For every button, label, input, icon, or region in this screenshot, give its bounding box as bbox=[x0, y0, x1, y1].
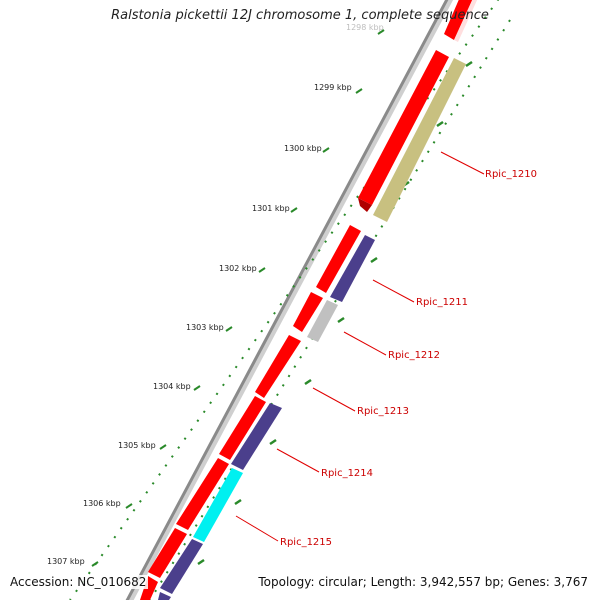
scale-tick: 1299 kbp bbox=[314, 83, 363, 94]
gene-arrow-reverse[interactable] bbox=[160, 539, 203, 594]
tick-label: 1306 kbp bbox=[83, 499, 121, 508]
gene-label-rpic-1213[interactable]: Rpic_1213 bbox=[357, 406, 409, 417]
scale-dotted-line bbox=[69, 0, 500, 600]
scale-tick: 1307 kbp bbox=[47, 557, 99, 567]
reverse-genes bbox=[158, 58, 466, 600]
gene-arrow-olive[interactable] bbox=[373, 58, 466, 222]
gene-arrow-forward[interactable] bbox=[358, 50, 449, 212]
tick-label: 1305 kbp bbox=[118, 441, 156, 450]
forward-genes bbox=[140, 0, 478, 600]
gene-arrow-reverse[interactable] bbox=[158, 592, 171, 600]
tick-label: 1300 kbp bbox=[284, 144, 322, 153]
gene-arrow-forward[interactable] bbox=[293, 292, 323, 332]
scale-tick: 1304 kbp bbox=[153, 382, 201, 391]
scale-tick: 1298 kbp bbox=[346, 23, 385, 35]
accession-text: Accession: NC_010682 bbox=[8, 575, 149, 589]
tick-label: 1303 kbp bbox=[186, 323, 224, 332]
tick-label: 1298 kbp bbox=[346, 23, 384, 32]
tick-label: 1301 kbp bbox=[252, 204, 290, 213]
tick-label: 1302 kbp bbox=[219, 264, 257, 273]
backbone-shadow bbox=[126, 0, 454, 600]
scale-tick: 1301 kbp bbox=[252, 204, 298, 213]
gene-arrow-forward[interactable] bbox=[176, 458, 229, 530]
gene-label-rpic-1212[interactable]: Rpic_1212 bbox=[388, 350, 440, 361]
gene-arrow-forward[interactable] bbox=[444, 0, 478, 42]
gene-label-rpic-1210[interactable]: Rpic_1210 bbox=[485, 169, 537, 180]
gene-label-rpic-1214[interactable]: Rpic_1214 bbox=[321, 468, 373, 479]
inner-ticks bbox=[197, 60, 473, 566]
gene-arrow-cyan[interactable] bbox=[193, 468, 243, 542]
scale-tick: 1303 kbp bbox=[186, 323, 233, 332]
gene-arrow-gray[interactable] bbox=[307, 300, 338, 342]
gene-arrow-reverse[interactable] bbox=[231, 403, 282, 470]
gene-label-rpic-1215[interactable]: Rpic_1215 bbox=[280, 537, 332, 548]
scale-tick: 1306 kbp bbox=[83, 499, 133, 509]
scale-tick: 1300 kbp bbox=[284, 144, 330, 153]
gene-label-lines bbox=[235, 151, 485, 542]
gene-arrow-forward[interactable] bbox=[148, 528, 187, 578]
scale-ticks: 1298 kbp 1299 kbp 1300 kbp 1301 kbp 1302… bbox=[47, 23, 385, 567]
tick-label: 1307 kbp bbox=[47, 557, 85, 566]
scale-tick: 1305 kbp bbox=[118, 441, 167, 450]
tick-label: 1299 kbp bbox=[314, 83, 352, 92]
gene-arrow-forward[interactable] bbox=[219, 396, 266, 460]
map-title: Ralstonia pickettii 12J chromosome 1, co… bbox=[111, 8, 489, 23]
topology-summary: Topology: circular; Length: 3,942,557 bp… bbox=[256, 575, 590, 589]
gene-labels: Rpic_1210 Rpic_1211 Rpic_1212 Rpic_1213 … bbox=[280, 169, 537, 548]
gene-arrow-forward[interactable] bbox=[140, 576, 158, 600]
gene-label-rpic-1211[interactable]: Rpic_1211 bbox=[416, 297, 468, 308]
backbone-line bbox=[125, 0, 449, 600]
tick-label: 1304 kbp bbox=[153, 382, 191, 391]
scale-tick: 1302 kbp bbox=[219, 264, 266, 273]
gene-arrow-forward[interactable] bbox=[316, 225, 361, 293]
gene-arrow-forward[interactable] bbox=[255, 335, 301, 398]
gene-arrow-reverse[interactable] bbox=[330, 235, 375, 302]
